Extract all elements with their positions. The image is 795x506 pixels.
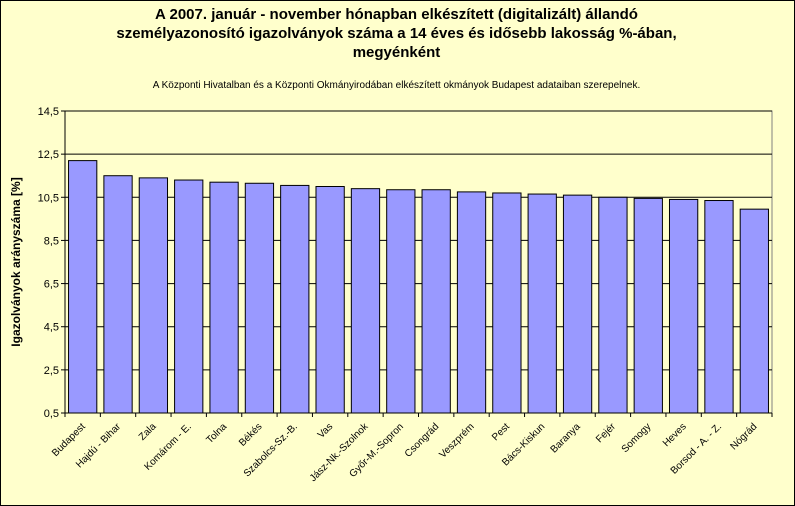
bar: [421, 189, 451, 414]
bar: [562, 194, 593, 414]
bar: [350, 188, 381, 414]
chart-title-line-2: személyazonosító igazolványok száma a 14…: [116, 25, 677, 42]
bar: [174, 179, 204, 414]
y-tick-label: 12,5: [38, 149, 59, 161]
x-tick-label: Veszprém: [437, 421, 476, 460]
y-tick-label: 2,5: [44, 365, 59, 377]
chart-subtitle: A Központi Hivatalban és a Központi Okmá…: [152, 80, 641, 91]
bar: [598, 196, 628, 414]
x-tick-label: Zala: [137, 421, 159, 443]
y-axis-label: Igazolványok arányszáma [%]: [9, 177, 23, 346]
y-tick-label: 0,5: [44, 408, 59, 420]
y-axis-ticks: 0,5 2,5 4,5 6,5 8,5 10,5 12,5 14,5: [38, 106, 65, 420]
bar: [68, 160, 98, 414]
x-tick-label: Somogy: [620, 421, 654, 455]
bar: [315, 186, 345, 414]
y-tick-label: 6,5: [44, 279, 59, 291]
x-tick-label: Fejér: [594, 421, 618, 445]
bar: [668, 198, 699, 414]
bar: [386, 189, 416, 414]
x-tick-label: Nógrád: [728, 421, 759, 452]
x-tick-label: Pest: [490, 421, 512, 443]
y-tick-label: 4,5: [44, 322, 59, 334]
bar: [739, 208, 769, 414]
x-tick-label: Heves: [661, 421, 689, 449]
chart-title-line-3: megyénként: [352, 44, 441, 61]
bar: [138, 177, 169, 414]
bar: [244, 182, 275, 414]
bars: [68, 160, 769, 414]
bar: [209, 181, 239, 414]
chart-title: A 2007. január - november hónapban elkés…: [0, 5, 793, 62]
chart-title-line-1: A 2007. január - november hónapban elkés…: [155, 6, 638, 23]
bar: [704, 200, 734, 414]
bar: [527, 193, 557, 414]
y-tick-label: 10,5: [38, 192, 59, 204]
bar: [103, 175, 133, 414]
x-tick-label: Tolna: [205, 421, 230, 446]
y-tick-label: 8,5: [44, 235, 59, 247]
x-tick-label: Békés: [237, 421, 264, 448]
x-tick-label: Baranya: [549, 421, 583, 455]
bar: [280, 184, 310, 414]
bar: [633, 197, 663, 414]
bar: [492, 192, 522, 414]
x-tick-label: Csongrád: [403, 421, 441, 459]
y-tick-label: 14,5: [38, 106, 59, 118]
x-tick-label: Vas: [316, 421, 335, 440]
bar: [456, 191, 487, 414]
plot-area: [64, 110, 773, 414]
